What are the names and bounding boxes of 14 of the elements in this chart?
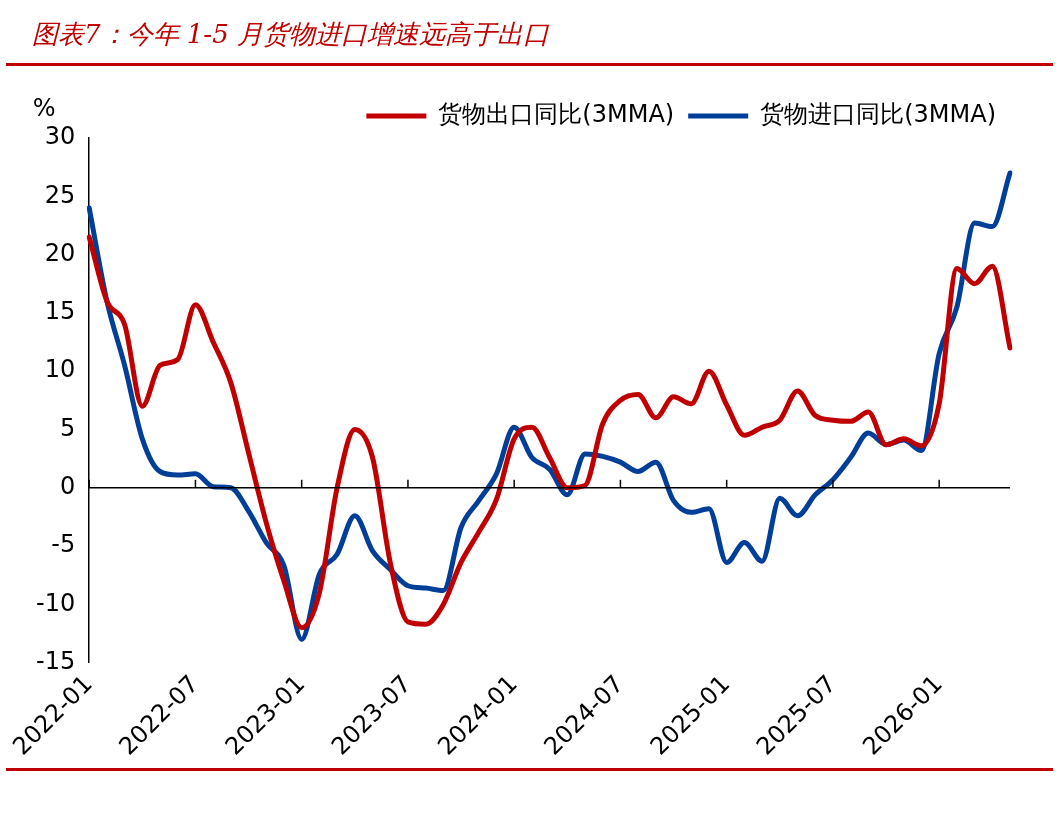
y-tick-label: 25	[44, 180, 76, 209]
y-tick-label: -5	[51, 530, 76, 559]
y-tick-label: 15	[44, 297, 76, 326]
y-tick-label: 0	[59, 472, 76, 501]
legend-label: 货物出口同比(3MMA)	[438, 100, 675, 129]
y-tick-label: -10	[36, 588, 76, 617]
legend-label: 货物进口同比(3MMA)	[760, 100, 996, 129]
y-tick-label: 30	[44, 122, 76, 151]
y-tick-label: 5	[59, 413, 76, 442]
y-tick-label: -15	[36, 646, 76, 675]
y-tick-label: 20	[44, 238, 76, 267]
y-axis-title: %	[32, 94, 56, 123]
y-tick-label: 10	[44, 355, 76, 384]
chart-title: 图表7：今年 1-5 月货物进口增速远高于出口	[6, 4, 1053, 66]
